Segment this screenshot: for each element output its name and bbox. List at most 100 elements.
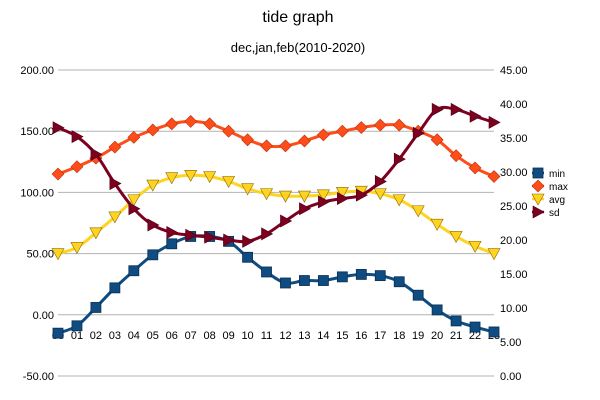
data-point-sd	[109, 177, 122, 191]
data-point-min	[242, 251, 253, 263]
x-tick-label: 16	[355, 330, 367, 342]
data-point-avg	[51, 248, 65, 261]
data-point-max	[222, 124, 236, 138]
legend-label: avg	[549, 195, 565, 206]
legend-marker	[532, 167, 544, 179]
data-point-min	[280, 277, 291, 289]
plot-area: -50.00 0.00 50.00 100.00 150.00 200.00 0.00 5.0…	[20, 65, 527, 383]
data-point-sd	[318, 195, 331, 209]
data-point-sd	[393, 152, 406, 166]
x-tick-label: 17	[374, 330, 386, 342]
data-point-avg	[297, 190, 311, 203]
legend-item-max: max	[531, 179, 568, 193]
data-point-min	[317, 275, 329, 286]
x-tick-label: 03	[109, 330, 121, 342]
y-left-tick-label: 100.00	[20, 187, 54, 199]
data-point-min	[128, 265, 140, 277]
data-point-sd	[52, 121, 65, 135]
x-tick-label: 08	[204, 330, 216, 342]
data-point-avg	[165, 172, 179, 185]
data-point-max	[354, 121, 368, 134]
data-point-max	[392, 118, 406, 132]
data-point-avg	[335, 187, 349, 200]
y-right-tick-label: 5.00	[500, 337, 521, 349]
data-point-max	[146, 123, 160, 137]
y-right-tick-label: 0.00	[500, 371, 521, 383]
legend-label: sd	[549, 208, 560, 219]
data-point-sd	[280, 214, 293, 228]
series-line-avg	[57, 173, 495, 256]
data-point-sd	[337, 192, 349, 206]
y-right-tick-label: 45.00	[500, 65, 528, 77]
y-right-tick-label: 25.00	[500, 201, 528, 213]
data-point-avg	[411, 205, 425, 218]
data-point-max	[260, 139, 273, 153]
series-sd	[52, 102, 501, 248]
data-point-avg	[392, 194, 406, 207]
data-point-min	[166, 238, 178, 250]
data-point-max	[316, 128, 330, 142]
data-point-max	[70, 160, 84, 174]
data-point-min	[412, 289, 424, 301]
data-point-sd	[488, 115, 501, 129]
data-point-max	[279, 139, 292, 153]
series-line-min	[57, 234, 495, 335]
data-point-sd	[242, 234, 255, 248]
x-tick-label: 04	[128, 330, 140, 342]
data-point-max	[108, 140, 122, 154]
data-point-sd	[374, 175, 387, 189]
data-point-sd	[147, 218, 160, 232]
data-point-min	[374, 270, 386, 282]
legend-item-min: min	[532, 167, 565, 180]
data-point-avg	[260, 188, 274, 201]
data-point-sd	[71, 130, 84, 144]
data-point-sd	[412, 126, 425, 140]
y-left-tick-label: 0.00	[33, 310, 54, 322]
data-point-sd	[185, 228, 198, 242]
legend-item-avg: avg	[531, 193, 565, 206]
data-point-min	[488, 326, 500, 338]
x-tick-label: 12	[279, 330, 291, 342]
data-point-min	[71, 320, 83, 332]
data-point-min	[355, 269, 367, 280]
data-point-sd	[450, 102, 463, 116]
data-point-min	[431, 304, 443, 316]
data-point-min	[469, 321, 481, 333]
y-left-tick-label: 150.00	[20, 126, 54, 138]
data-point-avg	[487, 248, 501, 261]
y-right-tick-label: 30.00	[500, 167, 528, 179]
y-right-tick-label: 40.00	[500, 99, 528, 111]
series-avg	[51, 169, 501, 261]
data-point-min	[147, 249, 159, 261]
chart-subtitle: dec,jan,feb(2010-2020)	[231, 40, 365, 55]
data-point-avg	[222, 176, 236, 189]
chart-title: tide graph	[262, 9, 333, 26]
data-point-max	[468, 161, 482, 175]
legend-marker	[531, 179, 545, 193]
legend-label: min	[549, 169, 565, 180]
legend-marker	[531, 193, 545, 206]
data-point-min	[299, 275, 310, 286]
x-tick-label: 10	[241, 330, 253, 342]
y-left-tick-label: 200.00	[20, 65, 54, 77]
data-point-avg	[146, 179, 160, 192]
data-point-avg	[373, 188, 387, 201]
legend-marker	[532, 205, 545, 219]
x-tick-label: 15	[336, 330, 348, 342]
series-min	[52, 231, 500, 339]
data-point-max	[487, 170, 501, 183]
legend: min max avg sd	[531, 167, 568, 219]
series-line-sd	[57, 105, 495, 244]
x-tick-label: 19	[412, 330, 424, 342]
data-point-sd	[431, 102, 444, 116]
data-point-min	[450, 315, 462, 327]
data-point-min	[90, 302, 102, 313]
data-point-avg	[449, 231, 463, 244]
data-point-max	[241, 133, 254, 147]
y-right-tick-label: 20.00	[500, 235, 528, 247]
x-tick-label: 18	[393, 330, 405, 342]
data-point-avg	[468, 240, 482, 253]
legend-item-sd: sd	[532, 205, 560, 219]
data-point-min	[336, 271, 348, 283]
